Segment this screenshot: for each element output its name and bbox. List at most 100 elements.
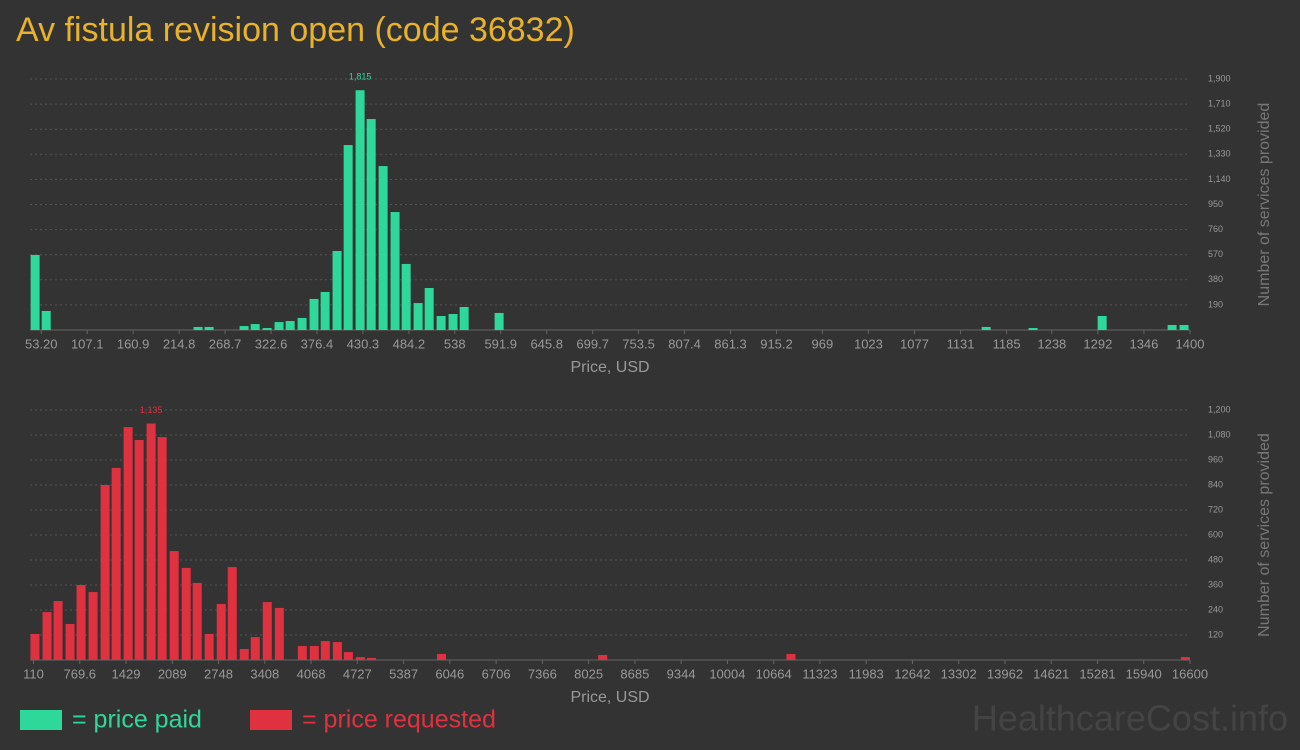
value-label: 1,815 [349,72,372,82]
x-tick-label: 1023 [854,336,883,351]
legend-swatch [20,710,62,730]
legend-swatch [250,710,292,730]
y-tick-label: 1,710 [1208,98,1231,108]
bar [250,637,260,660]
bar [76,585,86,660]
x-tick-label: 10004 [709,666,745,681]
bar [366,119,376,330]
x-tick-label: 3408 [250,666,279,681]
watermark: HealthcareCost.info [972,698,1288,739]
x-tick-label: 5387 [389,666,418,681]
bar [332,251,342,330]
x-tick-label: 13302 [941,666,977,681]
y-tick-label: 760 [1208,224,1223,234]
x-tick-label: 1185 [993,336,1021,351]
x-tick-label: 4068 [297,666,326,681]
y-tick-label: 1,200 [1208,404,1231,414]
bar [424,287,434,330]
y-tick-label: 360 [1208,579,1223,589]
bar [88,592,98,660]
bar [355,90,365,331]
bar [100,485,110,660]
y-axis-label: Number of services provided [1256,103,1273,307]
x-tick-label: 10664 [756,666,792,681]
x-tick-label: 53.20 [25,336,58,351]
x-axis-label: Price, USD [570,359,649,376]
x-tick-label: 6706 [482,666,511,681]
bar [53,601,63,660]
y-tick-label: 380 [1208,274,1223,284]
bar [981,326,991,330]
bar [192,582,202,660]
bar [436,653,446,660]
x-tick-label: 14621 [1033,666,1069,681]
x-tick-label: 1429 [112,666,141,681]
bar [786,653,796,660]
bar [494,312,504,330]
x-tick-label: 2089 [158,666,187,681]
bar [169,551,179,660]
bar [1180,657,1190,660]
bar [1097,315,1107,330]
bar [181,567,191,660]
y-tick-label: 960 [1208,454,1223,464]
x-tick-label: 11323 [802,666,837,681]
x-tick-label: 13962 [987,666,1023,681]
x-tick-label: 9344 [667,666,696,681]
bar [285,321,295,330]
bar [343,145,353,330]
bar [390,212,400,330]
x-tick-label: 915.2 [760,336,793,351]
bar [123,427,133,660]
x-tick-label: 2748 [204,666,233,681]
x-tick-label: 214.8 [163,336,196,351]
bar [297,646,307,660]
x-tick-label: 753.5 [622,336,655,351]
y-tick-label: 1,330 [1208,149,1231,159]
bar [262,328,272,330]
bar [157,437,167,660]
x-tick-label: 6046 [435,666,464,681]
y-tick-label: 1,140 [1208,174,1231,184]
x-tick-label: 322.6 [255,336,288,351]
bar [320,641,330,660]
x-tick-label: 4727 [343,666,372,681]
x-tick-label: 16600 [1172,666,1208,681]
bar [1028,328,1038,330]
bar [332,642,342,660]
bar [146,423,156,660]
y-tick-label: 190 [1208,299,1223,309]
y-tick-label: 720 [1208,504,1223,514]
bar [227,567,237,660]
x-tick-label: 1346 [1129,336,1158,351]
bar [598,655,608,660]
x-tick-label: 1400 [1176,336,1205,351]
x-tick-label: 11983 [849,666,884,681]
bar [216,603,226,660]
y-tick-label: 1,900 [1208,73,1231,83]
bar [401,263,411,330]
x-tick-label: 1077 [900,336,929,351]
bar [274,607,284,660]
bar [378,166,388,330]
x-tick-label: 8025 [574,666,603,681]
y-tick-label: 840 [1208,479,1223,489]
bar [459,307,469,330]
bar [41,310,51,330]
x-tick-label: 430.3 [347,336,380,351]
bar [42,612,52,660]
y-tick-label: 1,080 [1208,429,1231,439]
x-tick-label: 160.9 [117,336,150,351]
x-tick-label: 591.9 [484,336,517,351]
x-tick-label: 107.1 [71,336,104,351]
bar [250,324,260,330]
legend-label: = price paid [72,706,202,734]
y-tick-label: 480 [1208,554,1223,564]
bar [366,657,376,660]
x-tick-label: 1238 [1037,336,1066,351]
x-tick-label: 1292 [1083,336,1112,351]
x-tick-label: 7366 [528,666,557,681]
y-tick-label: 600 [1208,529,1223,539]
bar [239,326,249,330]
